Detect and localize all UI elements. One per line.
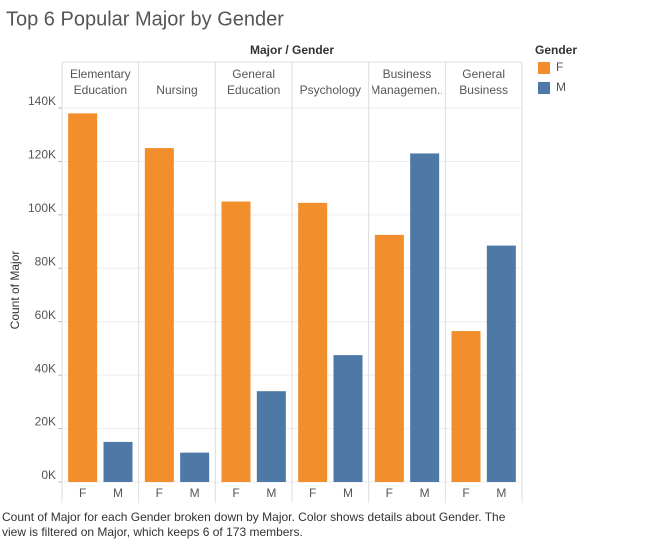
bar <box>451 331 481 482</box>
y-tick-label: 40K <box>35 361 56 375</box>
x-tick-label: M <box>113 486 123 500</box>
legend-swatch <box>538 62 550 74</box>
x-tick-label: M <box>190 486 200 500</box>
bar <box>256 391 286 482</box>
y-tick-label: 20K <box>35 415 56 429</box>
x-tick-label: F <box>79 486 86 500</box>
y-tick-label: 60K <box>35 308 56 322</box>
bar <box>333 355 363 482</box>
y-tick-label: 0K <box>41 468 56 482</box>
y-axis-title: Count of Major <box>8 251 22 330</box>
pane-header: General Education <box>226 67 281 97</box>
x-tick-label: F <box>386 486 393 500</box>
pane-header: Psychology <box>299 83 362 97</box>
header: Major / Gender <box>250 43 334 57</box>
y-tick-label: 140K <box>28 94 56 108</box>
legend-swatch <box>538 82 550 94</box>
pane-header: General Business <box>459 67 508 97</box>
bar <box>486 245 516 482</box>
legend-label: F <box>556 60 563 74</box>
pane-header: Elementary Education <box>69 67 131 97</box>
x-tick-label: M <box>343 486 353 500</box>
bar <box>68 113 98 483</box>
bar <box>221 201 251 482</box>
legend-label: M <box>556 80 566 94</box>
pane-header: Business Managemen.. <box>371 67 443 97</box>
bar <box>180 452 210 482</box>
bar <box>103 441 133 482</box>
bar <box>298 202 328 482</box>
bar <box>374 234 404 482</box>
y-tick-label: 120K <box>28 148 56 162</box>
x-tick-label: F <box>462 486 469 500</box>
legend-title: Gender <box>535 43 577 57</box>
bar <box>144 148 174 482</box>
x-tick-label: F <box>156 486 163 500</box>
x-tick-label: M <box>420 486 430 500</box>
y-tick-label: 80K <box>35 254 56 268</box>
x-tick-label: F <box>232 486 239 500</box>
x-tick-label: M <box>496 486 506 500</box>
x-tick-label: F <box>309 486 316 500</box>
caption: Count of Major for each Gender broken do… <box>2 510 506 539</box>
chart-title: Top 6 Popular Major by Gender <box>6 8 284 30</box>
x-tick-label: M <box>266 486 276 500</box>
y-tick-label: 100K <box>28 201 56 215</box>
bar <box>410 153 440 482</box>
pane-header: Nursing <box>156 83 198 97</box>
